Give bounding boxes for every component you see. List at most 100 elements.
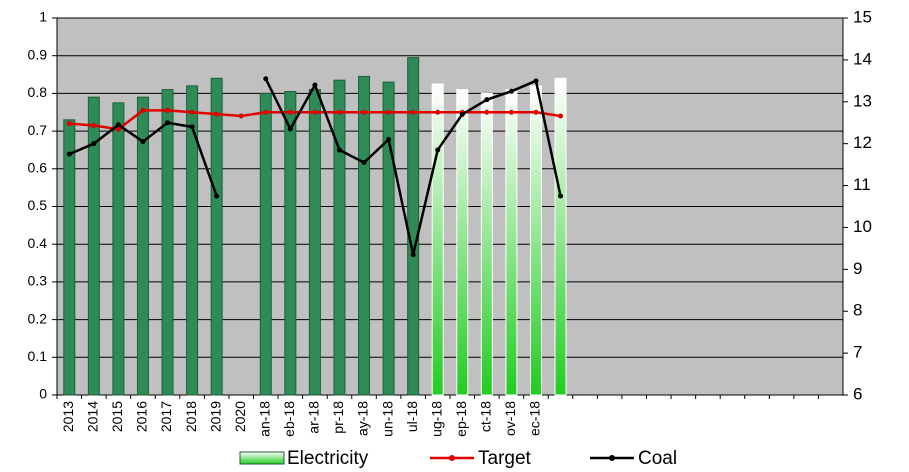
- x-tick-label: ct-18: [478, 401, 494, 432]
- x-tick-label: 2013: [60, 401, 76, 432]
- point: [484, 109, 490, 115]
- point: [165, 107, 171, 113]
- point: [287, 109, 293, 115]
- x-tick-label: pr-18: [330, 401, 346, 434]
- x-tick-label: ar-18: [306, 401, 322, 434]
- x-tick-label: 2017: [158, 401, 174, 432]
- x-tick-label: ul-18: [404, 401, 420, 432]
- point: [533, 109, 539, 115]
- point: [214, 193, 220, 199]
- point: [558, 113, 564, 119]
- y2-tick-label: 10: [853, 217, 872, 236]
- point: [386, 109, 392, 115]
- point: [435, 147, 441, 153]
- y2-tick-label: 8: [853, 301, 862, 320]
- y2-tick-label: 12: [853, 133, 872, 152]
- x-tick-label: ay-18: [355, 401, 371, 436]
- y2-tick-label: 13: [853, 91, 872, 110]
- y-tick-label: 0.3: [28, 273, 48, 289]
- bar: [431, 83, 444, 396]
- bar: [382, 81, 395, 396]
- bar: [161, 89, 174, 396]
- bar: [210, 77, 223, 396]
- bar: [308, 89, 321, 396]
- bar: [358, 75, 371, 396]
- y-tick-label: 0.4: [28, 235, 48, 251]
- bar: [529, 85, 542, 396]
- point: [140, 139, 146, 145]
- legend-label: Coal: [638, 448, 677, 469]
- x-tick-label: ec-18: [527, 401, 543, 436]
- legend-marker: [449, 455, 455, 461]
- bar: [480, 92, 493, 396]
- point: [410, 252, 416, 258]
- y-tick-label: 1: [39, 9, 47, 25]
- y-tick-label: 0.5: [28, 197, 48, 213]
- point: [263, 76, 269, 82]
- x-tick-label: ug-18: [428, 401, 444, 437]
- point: [312, 109, 318, 115]
- y-tick-label: 0.6: [28, 160, 48, 176]
- y-tick-label: 0: [39, 386, 47, 402]
- bar: [87, 96, 100, 396]
- bar: [63, 119, 76, 396]
- point: [312, 82, 318, 88]
- point: [189, 109, 195, 115]
- point: [214, 111, 220, 117]
- x-tick-label: un-18: [379, 401, 395, 437]
- point: [91, 122, 97, 128]
- x-tick-label: eb-18: [281, 401, 297, 437]
- y2-tick-label: 9: [853, 259, 862, 278]
- point: [361, 160, 367, 166]
- y2-tick-label: 11: [853, 175, 871, 194]
- y-tick-label: 0.7: [28, 122, 48, 138]
- x-tick-label: ep-18: [453, 401, 469, 437]
- point: [66, 151, 72, 157]
- bar: [554, 77, 567, 396]
- bar: [505, 89, 518, 396]
- y-tick-label: 0.2: [28, 310, 48, 326]
- point: [165, 120, 171, 126]
- point: [410, 109, 416, 115]
- point: [238, 113, 244, 119]
- x-tick-label: 2016: [134, 401, 150, 432]
- point: [287, 126, 293, 132]
- point: [484, 97, 490, 103]
- x-tick-label: ov-18: [502, 401, 518, 436]
- y2-tick-label: 7: [853, 343, 862, 362]
- point: [533, 78, 539, 84]
- y-tick-label: 0.8: [28, 84, 48, 100]
- bar: [284, 91, 297, 396]
- x-tick-label: 2020: [232, 401, 248, 432]
- legend-label: Target: [478, 448, 532, 469]
- point: [386, 136, 392, 142]
- point: [435, 109, 441, 115]
- legend-marker: [609, 455, 615, 461]
- point: [336, 109, 342, 115]
- bar: [456, 89, 469, 396]
- y2-tick-label: 6: [853, 384, 862, 403]
- x-tick-label: 2014: [85, 401, 101, 432]
- bar: [407, 57, 420, 396]
- point: [459, 111, 465, 117]
- y2-tick-label: 15: [853, 7, 872, 26]
- point: [115, 122, 121, 128]
- point: [263, 109, 269, 115]
- x-tick-label: 2018: [183, 401, 199, 432]
- legend-swatch: [239, 451, 285, 465]
- point: [508, 109, 514, 115]
- point: [361, 109, 367, 115]
- point: [508, 88, 514, 94]
- legend-label: Electricity: [287, 448, 369, 469]
- point: [115, 126, 121, 132]
- point: [140, 107, 146, 113]
- point: [336, 147, 342, 153]
- bar: [112, 102, 125, 396]
- point: [91, 141, 97, 147]
- bar: [186, 85, 199, 396]
- bar: [333, 79, 346, 396]
- y2-tick-label: 14: [853, 49, 872, 68]
- point: [189, 124, 195, 130]
- y-tick-label: 0.1: [28, 348, 48, 364]
- x-tick-label: an-18: [256, 401, 272, 437]
